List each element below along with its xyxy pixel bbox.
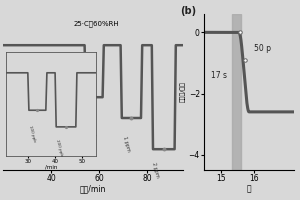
- Text: 17 s: 17 s: [211, 71, 227, 80]
- Text: 100 ppb: 100 ppb: [28, 125, 36, 142]
- X-axis label: 时间/min: 时间/min: [80, 185, 106, 194]
- Bar: [232, 14, 241, 170]
- Text: 500 ppb: 500 ppb: [85, 118, 96, 139]
- Text: 200 ppb: 200 ppb: [55, 139, 63, 157]
- Text: (b): (b): [180, 6, 196, 16]
- X-axis label: 时: 时: [247, 185, 251, 194]
- X-axis label: /min: /min: [45, 164, 57, 169]
- Text: 50 p: 50 p: [254, 44, 271, 53]
- Y-axis label: 电动势/毫伏: 电动势/毫伏: [180, 82, 186, 102]
- Text: 1 ppm: 1 ppm: [122, 136, 131, 153]
- Text: 2 ppm: 2 ppm: [151, 162, 160, 179]
- Text: 25·C，60%RH: 25·C，60%RH: [74, 20, 119, 27]
